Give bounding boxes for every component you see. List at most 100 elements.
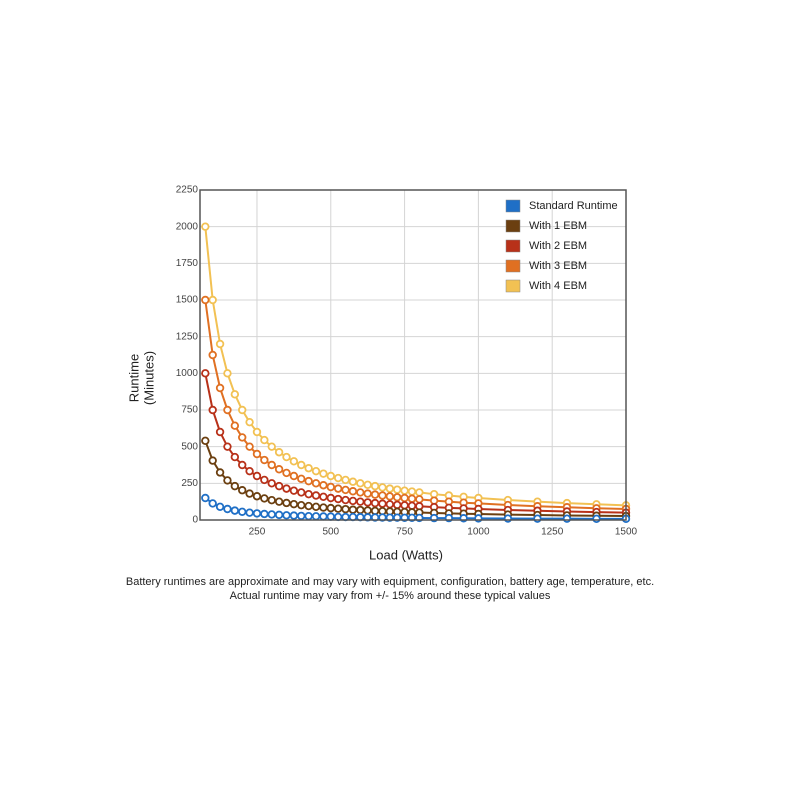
data-point (289, 511, 299, 520)
data-point (260, 509, 269, 519)
data-point (356, 488, 365, 497)
data-point (223, 369, 232, 378)
data-point (341, 495, 350, 505)
data-point (348, 487, 358, 496)
data-point (215, 339, 225, 349)
data-point (378, 491, 387, 500)
data-point (289, 457, 299, 466)
data-point (393, 500, 402, 510)
y-tick-label: 1500 (176, 295, 199, 306)
data-point (333, 484, 343, 493)
data-point (370, 481, 380, 491)
x-tick-label: 1000 (467, 527, 490, 538)
data-point (260, 455, 269, 465)
data-point (311, 466, 321, 476)
data-point (341, 504, 350, 514)
data-point (282, 484, 291, 493)
data-point (297, 488, 306, 497)
data-point (385, 492, 395, 501)
data-point (245, 442, 254, 451)
data-point (238, 433, 247, 442)
data-point (311, 502, 321, 511)
data-point (230, 390, 240, 399)
data-point (274, 510, 284, 520)
data-point (208, 295, 217, 305)
data-point (348, 496, 358, 506)
data-point (326, 503, 335, 513)
data-point (208, 499, 217, 508)
data-point (208, 350, 217, 360)
data-point (274, 465, 284, 474)
data-point (267, 460, 276, 470)
legend-swatch (505, 259, 521, 273)
data-point (304, 489, 313, 499)
data-point (201, 222, 210, 231)
data-point (260, 475, 269, 485)
data-point (223, 504, 232, 514)
data-point (245, 466, 254, 476)
data-point (282, 498, 291, 508)
data-point (238, 405, 247, 415)
data-point (208, 456, 217, 465)
data-point (282, 452, 291, 462)
data-point (326, 471, 335, 481)
data-point (341, 475, 350, 485)
x-tick-label: 500 (322, 527, 339, 538)
data-point (311, 479, 321, 488)
data-point (304, 511, 313, 521)
y-tick-label: 500 (181, 441, 198, 452)
data-point (297, 511, 306, 521)
data-point (252, 449, 262, 459)
data-point (208, 405, 217, 415)
data-point (201, 369, 210, 378)
data-point (348, 477, 358, 486)
data-point (348, 505, 358, 514)
data-point (215, 427, 225, 437)
data-point (289, 499, 299, 509)
data-point (311, 512, 321, 521)
y-tick-label: 1750 (176, 258, 199, 269)
y-tick-label: 1250 (176, 331, 199, 342)
data-point (230, 506, 240, 515)
data-point (319, 481, 328, 490)
data-point (400, 493, 409, 503)
data-point (356, 497, 365, 506)
x-tick-label: 1250 (541, 527, 564, 538)
data-point (385, 500, 395, 509)
data-point (533, 514, 542, 523)
data-point (238, 486, 247, 495)
data-point (252, 492, 262, 501)
data-point (282, 511, 291, 520)
data-point (393, 493, 402, 502)
data-point (385, 484, 395, 493)
data-point (282, 468, 291, 478)
data-point (319, 469, 328, 478)
data-point (252, 427, 262, 437)
y-tick-label: 750 (181, 405, 198, 416)
data-point (267, 479, 276, 488)
legend-swatch (505, 219, 521, 233)
data-point (215, 383, 225, 393)
data-point (370, 498, 380, 508)
y-tick-label: 2000 (176, 221, 199, 232)
data-point (297, 474, 306, 483)
data-point (407, 494, 417, 503)
x-axis-label: Load (Watts) (369, 547, 443, 562)
legend-swatch (505, 279, 521, 293)
data-point (304, 464, 313, 473)
data-point (223, 405, 232, 415)
x-tick-label: 750 (396, 527, 413, 538)
legend-swatch (505, 199, 521, 213)
data-point (363, 480, 372, 489)
data-point (230, 481, 240, 491)
data-point (407, 487, 417, 496)
data-point (289, 486, 299, 495)
data-point (238, 507, 247, 516)
data-point (245, 417, 254, 427)
data-point (378, 483, 387, 492)
data-point (274, 497, 284, 506)
data-point (319, 503, 328, 512)
data-point (326, 482, 335, 492)
